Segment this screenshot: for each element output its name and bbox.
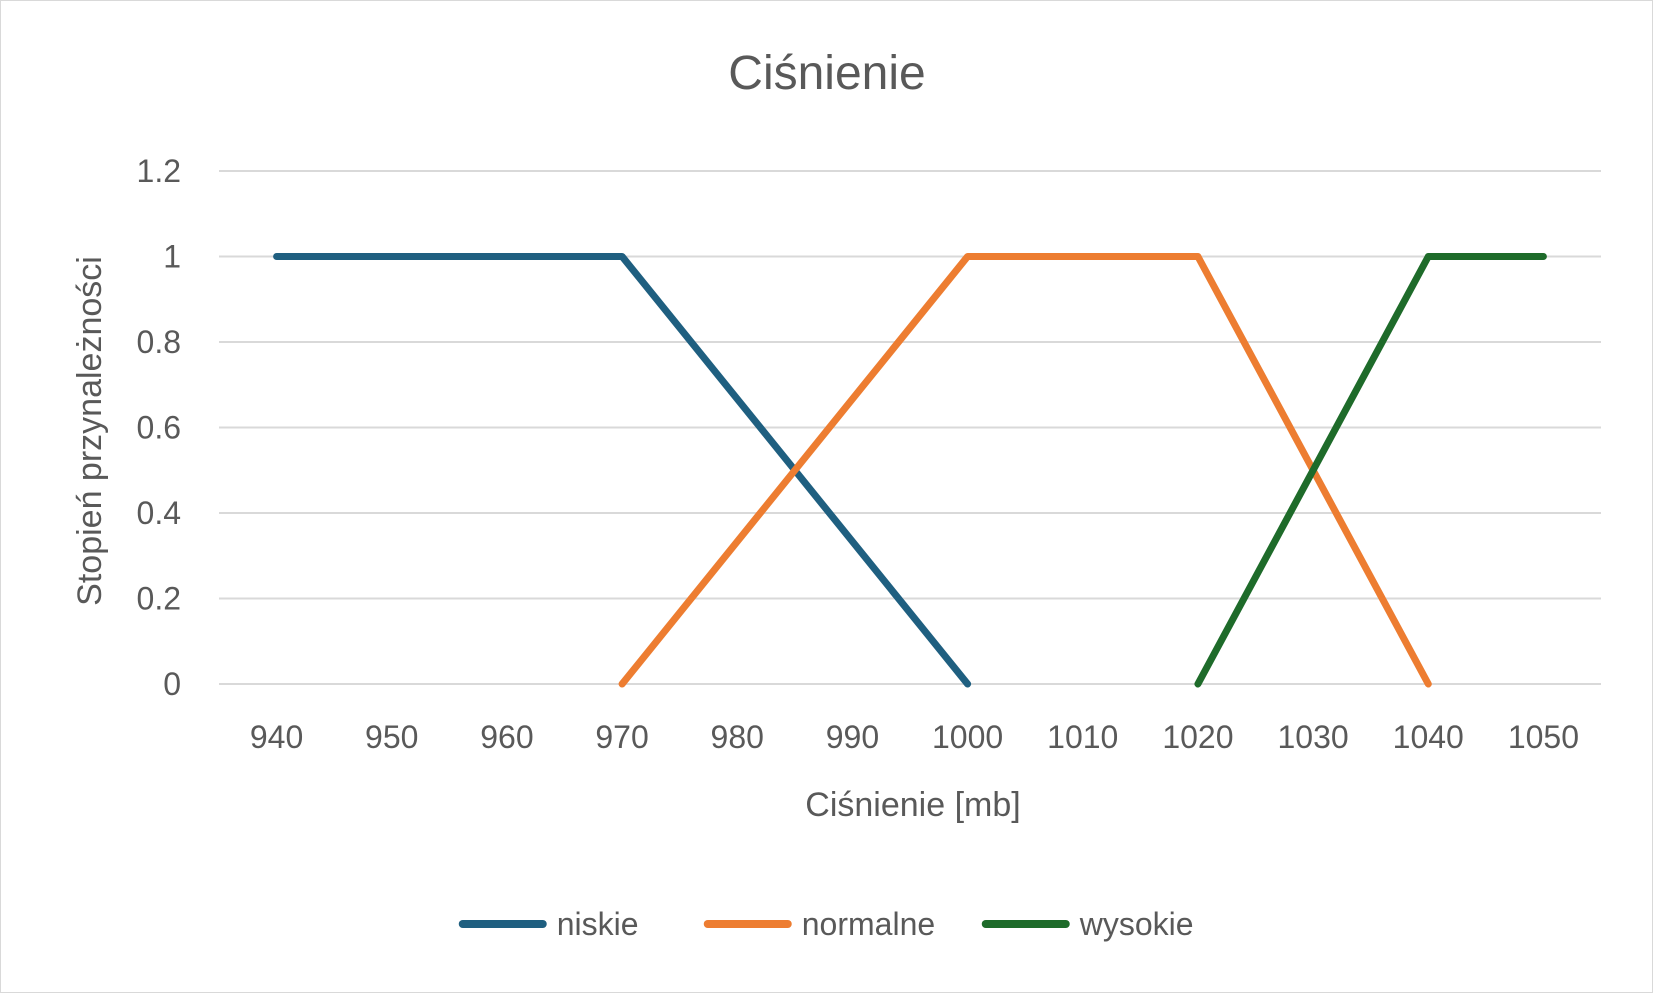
x-tick-label: 1040 bbox=[1393, 719, 1464, 755]
x-axis-title: Ciśnienie [mb] bbox=[805, 786, 1020, 824]
x-tick-label: 1000 bbox=[932, 719, 1003, 755]
gridlines bbox=[219, 170, 1601, 685]
x-tick-label: 960 bbox=[480, 719, 533, 755]
y-tick-label: 0.4 bbox=[137, 495, 181, 531]
x-tick-label: 990 bbox=[826, 719, 879, 755]
series-lines bbox=[273, 253, 1547, 688]
x-tick-label: 950 bbox=[365, 719, 418, 755]
legend-label: wysokie bbox=[1079, 906, 1194, 942]
chart-title: Ciśnienie bbox=[728, 47, 925, 100]
x-tick-label: 940 bbox=[250, 719, 303, 755]
y-tick-label: 0.8 bbox=[137, 324, 181, 360]
y-axis-ticks: 0 0.2 0.4 0.6 0.8 1 1.2 bbox=[137, 153, 181, 702]
x-axis-ticks: 940 950 960 970 980 990 1000 1010 1020 1030 1040 10… bbox=[250, 719, 1579, 755]
y-tick-label: 0.6 bbox=[137, 410, 181, 446]
legend: niskie normalne wysokie bbox=[458, 906, 1194, 942]
x-tick-label: 1020 bbox=[1162, 719, 1233, 755]
y-tick-label: 0 bbox=[163, 666, 181, 702]
y-axis-title: Stopień przynależności bbox=[71, 256, 109, 606]
legend-label: normalne bbox=[802, 906, 935, 942]
series-line-niskie bbox=[273, 253, 972, 688]
x-tick-label: 1050 bbox=[1508, 719, 1579, 755]
series-line-normalne bbox=[618, 253, 1432, 688]
legend-item-wysokie: wysokie bbox=[981, 906, 1194, 942]
y-tick-label: 1 bbox=[163, 239, 181, 275]
x-tick-label: 980 bbox=[711, 719, 764, 755]
y-tick-label: 0.2 bbox=[137, 581, 181, 617]
y-tick-label: 1.2 bbox=[137, 153, 181, 189]
x-tick-label: 970 bbox=[595, 719, 648, 755]
legend-label: niskie bbox=[557, 906, 639, 942]
x-tick-label: 1010 bbox=[1047, 719, 1118, 755]
legend-item-niskie: niskie bbox=[458, 906, 639, 942]
legend-item-normalne: normalne bbox=[703, 906, 935, 942]
x-tick-label: 1030 bbox=[1277, 719, 1348, 755]
series-line-wysokie bbox=[1194, 253, 1547, 688]
